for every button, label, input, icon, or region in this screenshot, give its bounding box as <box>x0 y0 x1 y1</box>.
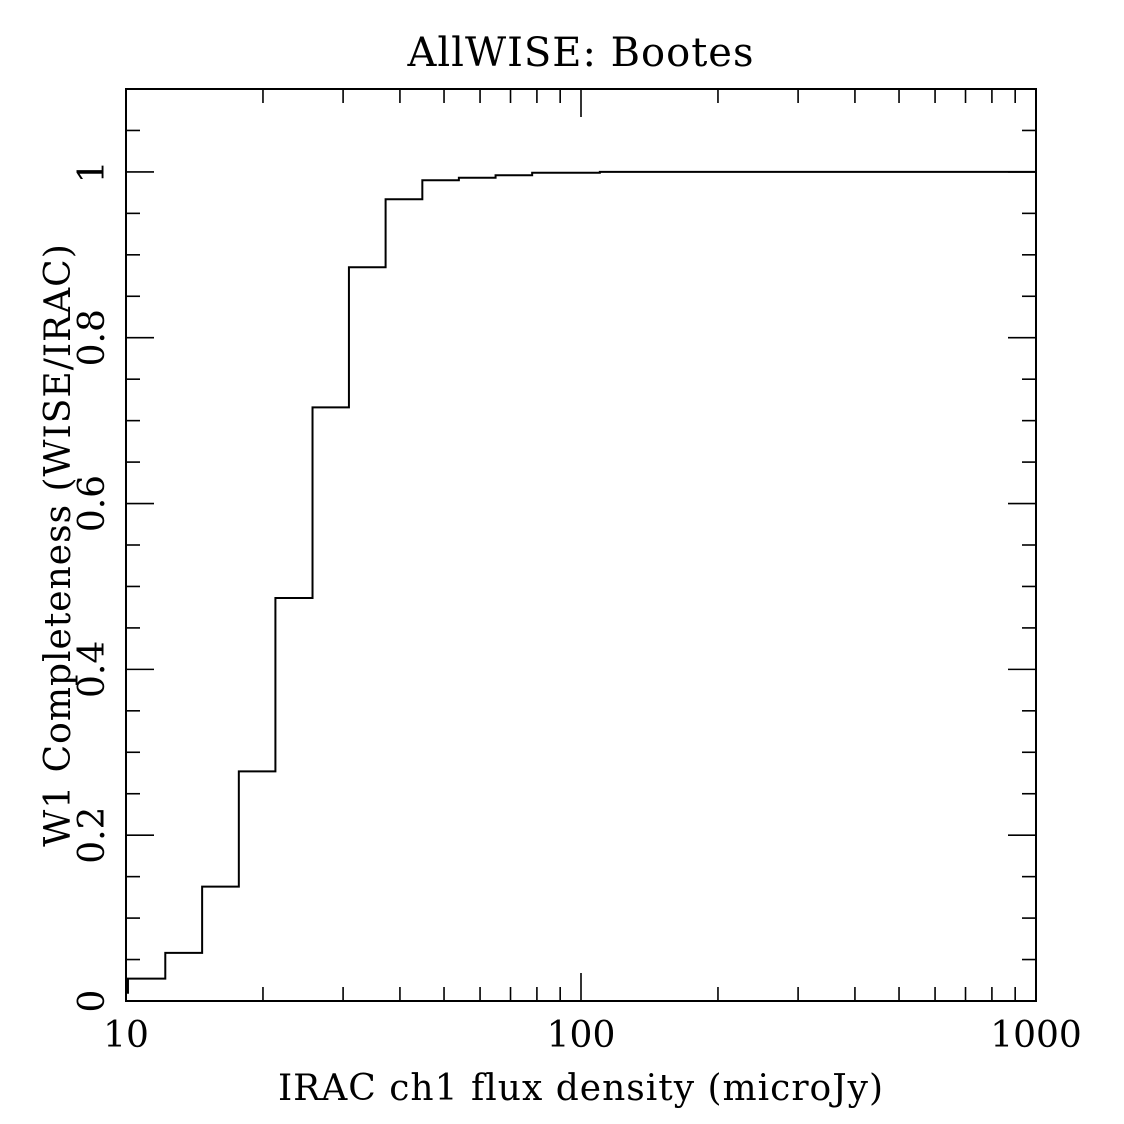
y-tick-label: 0.2 <box>72 807 113 864</box>
x-axis-label: IRAC ch1 flux density (microJy) <box>278 1068 884 1109</box>
chart-title: AllWISE: Bootes <box>406 30 754 76</box>
y-tick-label: 0.6 <box>72 475 113 532</box>
y-tick-label: 1 <box>72 160 113 183</box>
y-tick-label: 0.4 <box>72 641 113 698</box>
y-axis-label: W1 Completeness (WISE/IRAC) <box>38 243 79 846</box>
x-tick-label: 1000 <box>990 1015 1082 1056</box>
plot-frame <box>125 88 1037 1002</box>
axis-ticks <box>125 88 1037 1002</box>
y-tick-label: 0.8 <box>72 309 113 366</box>
x-tick-label: 10 <box>103 1015 149 1056</box>
y-tick-label: 0 <box>72 990 113 1013</box>
completeness-step-line <box>126 170 1036 994</box>
tick-labels: 10 100 1000 0 0.2 0.4 0.6 0.8 1 <box>72 160 1082 1056</box>
x-tick-label: 100 <box>547 1015 616 1056</box>
